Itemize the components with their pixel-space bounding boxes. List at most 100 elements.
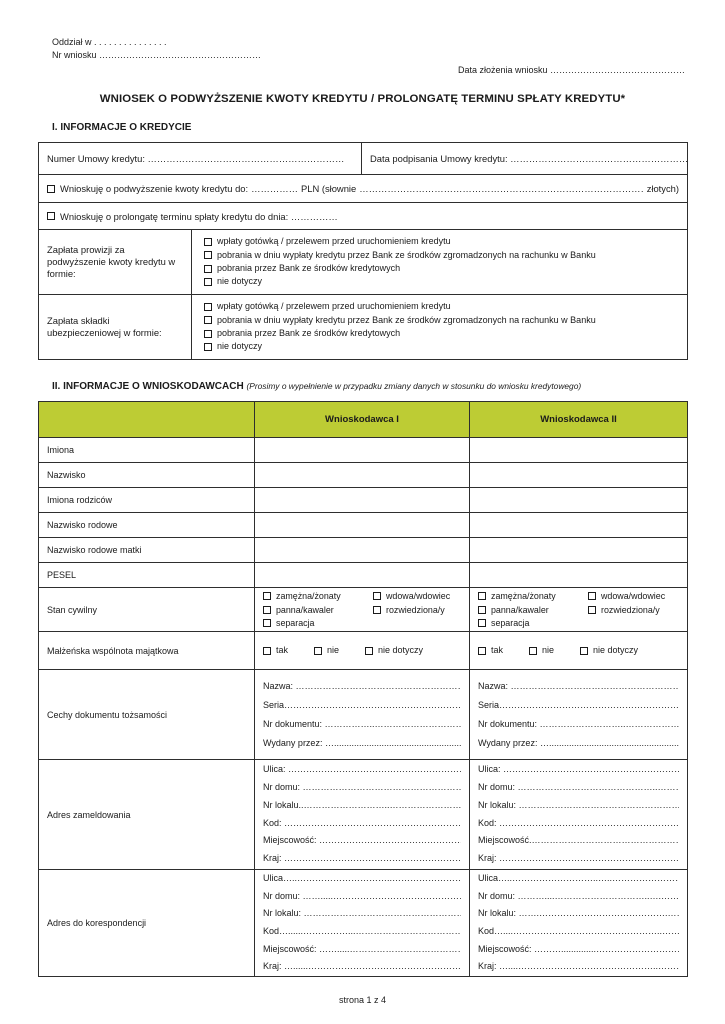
- blank-line[interactable]: Nr domu: ………....…………………………..….…………………: [478, 890, 679, 901]
- blank-line[interactable]: Miejscowość: …………………………………………………………: [263, 835, 461, 846]
- option-row: separacja: [478, 617, 588, 629]
- blank-line[interactable]: Nazwa: ………………………………………………………………: [263, 680, 461, 691]
- option-row: nie dotyczy: [204, 275, 679, 288]
- blank-line[interactable]: Nr dokumentu: ………………………..……………………………: [478, 718, 679, 729]
- blank-line[interactable]: Kraj: …......…………………………………………………………: [263, 961, 461, 972]
- option-checkbox[interactable]: [478, 619, 486, 627]
- commission-payment-label: Zapłata prowizji za podwyższenie kwoty k…: [47, 244, 176, 279]
- blank-line[interactable]: Nr domu: ………………………………………………………………: [263, 781, 461, 792]
- row-label: Adres do korespondencji: [47, 918, 147, 928]
- blank-line[interactable]: Nr dokumentu: ……………..………………………………………: [263, 718, 461, 729]
- applicant-2-field[interactable]: [469, 463, 687, 487]
- contract-date-cell[interactable]: Data podpisania Umowy kredytu: …………………………: [361, 143, 687, 174]
- blank-line[interactable]: Seria……………………………………………………………………: [263, 699, 461, 710]
- contract-number-cell[interactable]: Numer Umowy kredytu: ……………………………………………………: [47, 153, 345, 164]
- table-row: Numer Umowy kredytu: ……………………………………………………: [39, 143, 687, 174]
- applicant-1-field[interactable]: [254, 438, 469, 462]
- option-checkbox[interactable]: [263, 619, 271, 627]
- blank-line[interactable]: Kraj: ………………………………………………………………...…: [263, 853, 461, 864]
- applicant-2-field[interactable]: [469, 538, 687, 562]
- increase-request-checkbox[interactable]: [47, 184, 55, 193]
- applicant-1-field[interactable]: [254, 488, 469, 512]
- option-checkbox[interactable]: [263, 592, 271, 600]
- table-row: Zapłata składki ubezpieczeniowej w formi…: [39, 294, 687, 359]
- amount-blank[interactable]: ……………: [251, 183, 298, 194]
- option-checkbox[interactable]: [580, 646, 589, 655]
- increase-request-cell: Wnioskuję o podwyższenie kwoty kredytu d…: [39, 175, 687, 202]
- option-checkbox[interactable]: [478, 592, 486, 600]
- blank-line[interactable]: Wydany przez: ….........................…: [263, 737, 461, 748]
- amount-words-blank[interactable]: ………………………………………………………………………………………………………: [359, 183, 643, 194]
- option-label: pobrania w dniu wypłaty kredytu przez Ba…: [217, 314, 596, 325]
- applicant-2-field[interactable]: [469, 488, 687, 512]
- blank-line[interactable]: Nr domu: …….....………………………………………………….: [263, 890, 461, 901]
- option-checkbox[interactable]: [204, 329, 212, 338]
- option-checkbox[interactable]: [204, 264, 212, 273]
- blank-line[interactable]: Wydany przez: ….........................…: [478, 737, 679, 748]
- branch-line: Oddział w . . . . . . . . . . . . . . .: [52, 37, 167, 47]
- page-title: WNIOSEK O PODWYŻSZENIE KWOTY KREDYTU / P…: [99, 93, 626, 105]
- blank-line[interactable]: Kraj: …....………………………………………..…………………: [478, 961, 679, 972]
- option-checkbox[interactable]: [373, 592, 381, 600]
- option-checkbox[interactable]: [314, 646, 323, 655]
- option-label: wpłaty gotówką / przelewem przed uruchom…: [217, 236, 451, 247]
- blank-line[interactable]: Ulica…..…………………………..………………………………….: [263, 872, 461, 883]
- blank-line[interactable]: Miejscowość: ………..............……………………………: [478, 943, 679, 954]
- option-checkbox[interactable]: [204, 316, 212, 325]
- blank-line[interactable]: Miejscowość: …….....……………………………………………: [263, 943, 461, 954]
- option-row: separacja: [263, 617, 373, 629]
- option-label: wpłaty gotówką / przelewem przed uruchom…: [217, 301, 451, 312]
- blank-line[interactable]: Nr lokalu: ……………………………………………………………….: [478, 799, 679, 810]
- applicant-1-field[interactable]: [254, 513, 469, 537]
- option-checkbox[interactable]: [204, 251, 212, 260]
- option-checkbox[interactable]: [478, 646, 486, 655]
- blank-line[interactable]: Nazwa: ………………………………………………………………: [478, 680, 679, 691]
- option-checkbox[interactable]: [478, 605, 486, 614]
- blank-line[interactable]: Miejscowość.…………………………………………………..………: [478, 835, 679, 846]
- option-label: pobrania w dniu wypłaty kredytu przez Ba…: [217, 249, 596, 260]
- blank-line[interactable]: Nr lokalu: ………………………………………………………..…: [263, 908, 461, 919]
- blank-line[interactable]: Nr lokalu..………………………..…………………………………….: [263, 799, 461, 810]
- blank-line[interactable]: Kod…......……………...……………………………………………: [263, 926, 461, 936]
- option-checkbox[interactable]: [365, 646, 374, 655]
- option-checkbox[interactable]: [588, 605, 596, 614]
- blank-line[interactable]: Nr domu: ………………………………………..……………………..: [478, 781, 679, 792]
- option-checkbox[interactable]: [204, 237, 212, 246]
- applicant-2-wspolnota-options: tak nie nie dotyczy: [469, 632, 687, 669]
- applicant-2-field[interactable]: [469, 438, 687, 462]
- option-row: zamężna/żonaty: [478, 590, 588, 602]
- applicant-1-field[interactable]: [254, 538, 469, 562]
- applicant-2-field[interactable]: [469, 563, 687, 587]
- blank-line[interactable]: Kod: ………………………………………………………………………: [478, 817, 679, 828]
- table-row-pesel: PESEL: [39, 562, 687, 587]
- option-checkbox[interactable]: [263, 646, 271, 655]
- blank-line[interactable]: Ulica: ……………………………………………………………………: [263, 764, 461, 775]
- applicant-1-field[interactable]: [254, 463, 469, 487]
- option-checkbox[interactable]: [588, 592, 596, 600]
- option-checkbox[interactable]: [263, 605, 271, 614]
- option-label: separacja: [276, 618, 315, 628]
- table-row-imiona-rodzicow: Imiona rodziców: [39, 487, 687, 512]
- option-row: pobrania przez Bank ze środków kredytowy…: [204, 262, 679, 275]
- applicant-1-field[interactable]: [254, 563, 469, 587]
- option-checkbox[interactable]: [529, 646, 538, 655]
- option-checkbox[interactable]: [204, 302, 212, 311]
- blank-line[interactable]: Ulica…..………………………..…..………………………………: [478, 872, 679, 883]
- option-row: panna/kawaler: [263, 604, 373, 616]
- blank-line[interactable]: Seria……………………………………………………………………: [478, 699, 679, 710]
- option-row: rozwiedziona/y: [373, 604, 461, 616]
- option-checkbox[interactable]: [204, 278, 212, 287]
- blank-line[interactable]: Nr lokalu: …….…………………………………….………………: [478, 908, 679, 919]
- applicant-2-field[interactable]: [469, 513, 687, 537]
- page-number: strona 1 z 4: [338, 995, 387, 1005]
- option-row: pobrania w dniu wypłaty kredytu przez Ba…: [204, 314, 679, 327]
- option-checkbox[interactable]: [204, 343, 212, 352]
- blank-line[interactable]: Kod: ………………………………………………………………….…: [263, 817, 461, 828]
- prolongation-request-checkbox[interactable]: [47, 212, 55, 220]
- applicant-1-document-fields: Nazwa: ……………………………………………………………… Seria…………: [254, 670, 469, 759]
- option-row: wdowa/wdowiec: [588, 590, 679, 602]
- blank-line[interactable]: Kod…....…………………………………………..…………………: [478, 926, 679, 936]
- blank-line[interactable]: Kraj: ………………………………………………………………………: [478, 853, 679, 864]
- blank-line[interactable]: Ulica: …………………………………………………………………...: [478, 764, 679, 775]
- option-checkbox[interactable]: [373, 605, 381, 614]
